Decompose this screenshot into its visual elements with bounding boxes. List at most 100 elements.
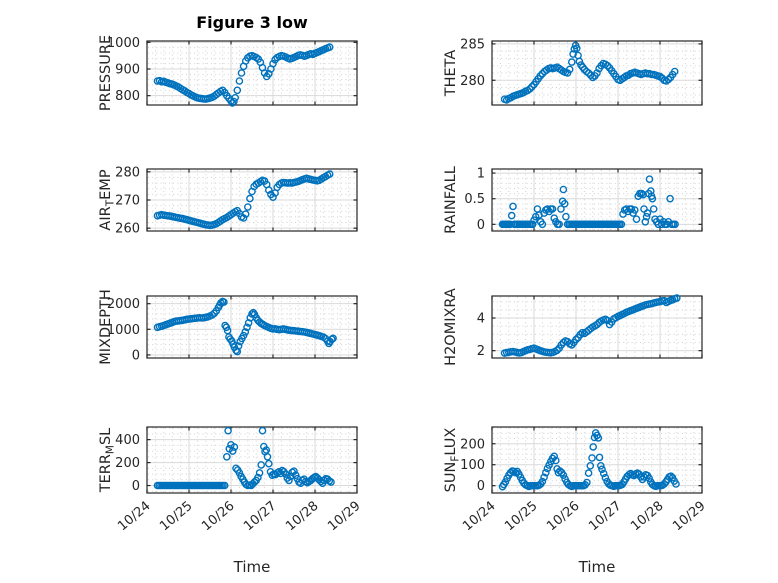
y-tick-label: 0 [477,218,485,233]
data-point-marker [589,443,598,451]
data-point-marker [595,453,604,462]
data-point-marker [234,342,243,350]
y-axis-label: PRESSURE [98,35,114,111]
data-point-marker [586,461,595,470]
data-point-marker [220,298,228,306]
data-point-marker [538,220,547,229]
data-series [153,170,334,230]
data-point-marker [526,85,534,93]
axis-box [146,168,358,232]
x-tick-label: 10/28 [628,499,666,535]
data-point-marker [237,69,246,77]
data-point-marker [325,43,334,51]
y-tick-label: 1000 [107,323,140,338]
data-point-marker [239,331,248,340]
data-point-marker [598,465,606,474]
x-tick-label: 10/27 [241,499,279,535]
x-tick-label: 10/27 [586,499,624,535]
data-point-marker [560,199,569,208]
y-tick-label: 0.5 [464,192,485,207]
y-tick-label: 800 [115,89,140,104]
data-point-marker [327,478,335,486]
svg-text:10/26: 10/26 [199,499,237,535]
major-grid [492,296,702,358]
data-point-marker [597,461,605,470]
data-point-marker [673,294,681,302]
data-series [153,426,335,490]
data-point-marker [301,477,310,486]
data-point-marker [255,469,264,477]
data-point-marker [329,334,337,343]
axis-box [146,40,358,106]
y-tick-label: 285 [460,37,485,52]
svg-text:10/26: 10/26 [544,499,582,535]
y-tick-label: 4 [477,312,485,327]
y-tick-label: 280 [115,165,140,180]
data-point-marker [243,203,252,211]
data-point-marker [641,217,650,226]
y-tick-label: 2 [477,344,485,359]
data-point-marker [263,452,272,461]
y-tick-label: 0 [477,479,485,494]
svg-text:TERRMSL: TERRMSL [98,428,117,494]
data-point-marker [557,205,565,213]
y-axis-label: SUNFLUX [443,428,462,493]
data-point-marker [603,61,612,70]
data-point-marker [320,476,329,485]
svg-text:10/29: 10/29 [670,499,708,535]
y-tick-label: 2000 [107,297,140,312]
axis-box [146,295,358,359]
data-point-marker [642,212,651,221]
svg-text:10/25: 10/25 [502,499,540,535]
y-tick-label: 100 [460,458,485,473]
data-point-marker [224,426,232,435]
data-point-marker [507,211,516,220]
y-tick-label: 1 [477,167,485,182]
x-tick-label: 10/26 [544,499,582,535]
svg-text:MIXDEPTH: MIXDEPTH [98,289,114,365]
y-axis-label: H2OMIXRA [443,288,459,366]
svg-text:10/24: 10/24 [115,499,153,535]
data-point-marker [286,472,295,481]
data-point-marker [572,335,580,344]
y-axis-label: MIXDEPTH [98,289,114,365]
data-point-marker [327,335,336,344]
svg-text:PRESSURE: PRESSURE [98,35,114,111]
x-tick-label: 10/24 [115,499,153,535]
data-point-marker [269,193,277,201]
subplot-sun-flux: 0 100 200 10/24 10/25 10/26 10/27 10/28 10/29 SUN… [443,426,709,535]
data-point-marker [643,209,652,217]
y-tick-label: 260 [115,222,140,237]
data-point-marker [593,69,601,77]
data-point-marker [258,426,267,435]
x-tick-label: 10/25 [502,499,540,535]
data-point-marker [553,346,561,355]
data-point-marker [538,477,547,486]
svg-text:10/25: 10/25 [157,499,195,535]
x-tick-label: 10/29 [325,499,363,535]
y-axis-label: RAINFALL [443,166,459,234]
y-tick-label: 200 [460,437,485,452]
x-tick-label: 10/29 [670,499,708,535]
data-point-marker [511,468,520,477]
data-point-marker [290,467,298,476]
data-point-marker [254,473,262,482]
data-point-marker [550,452,559,461]
data-point-marker [536,72,545,80]
data-point-marker [264,186,273,194]
data-point-marker [262,446,271,454]
data-point-marker [231,94,239,102]
data-point-marker [648,194,657,203]
data-point-marker [627,205,636,213]
data-point-marker [550,214,559,222]
y-tick-label: 0 [132,348,140,363]
y-tick-label: 270 [115,194,140,209]
data-point-marker [672,480,680,488]
data-series [498,175,679,229]
